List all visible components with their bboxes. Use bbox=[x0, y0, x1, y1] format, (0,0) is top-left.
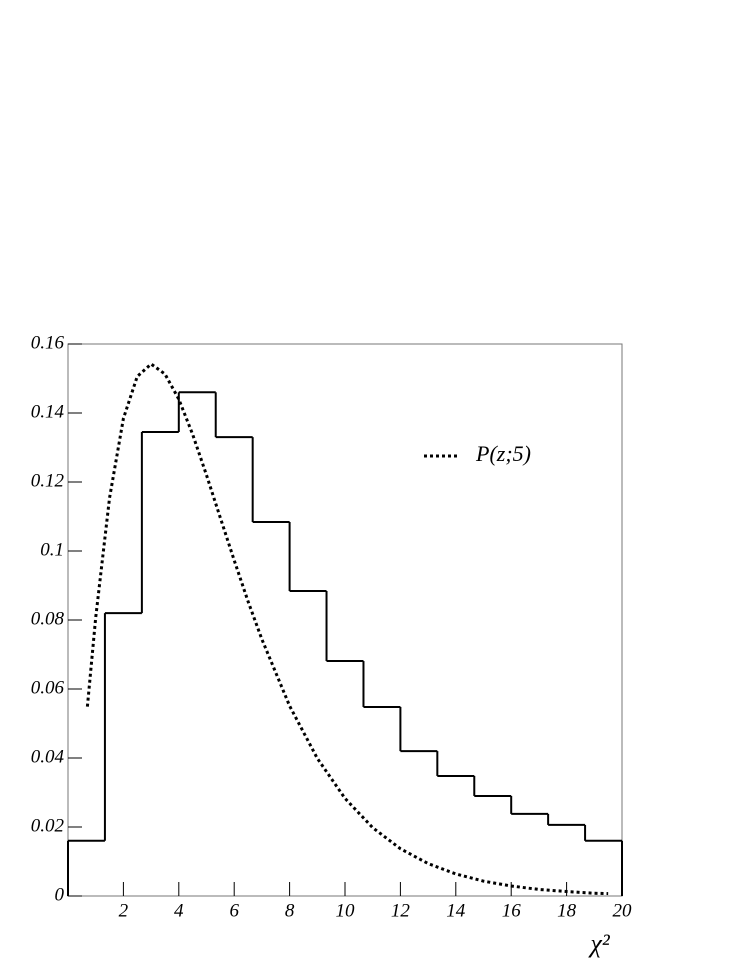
x-tick-label: 14 bbox=[446, 900, 466, 921]
y-tick-label: 0 bbox=[55, 884, 65, 905]
x-axis-label: χ² bbox=[587, 929, 610, 958]
x-tick-label: 16 bbox=[502, 900, 522, 921]
x-tick-label: 8 bbox=[285, 900, 295, 921]
x-tick-label: 20 bbox=[613, 900, 633, 921]
y-tick-label: 0.16 bbox=[31, 332, 65, 353]
x-tick-label: 6 bbox=[229, 900, 239, 921]
y-tick-label: 0.1 bbox=[40, 539, 64, 560]
x-tick-label: 12 bbox=[391, 900, 411, 921]
curve bbox=[85, 362, 609, 896]
x-tick-label: 10 bbox=[336, 900, 356, 921]
x-tick-label: 4 bbox=[174, 900, 184, 921]
y-tick-label: 0.02 bbox=[31, 815, 65, 836]
legend-label: P(z;5) bbox=[475, 441, 531, 466]
y-tick-label: 0.04 bbox=[31, 746, 65, 767]
y-tick-label: 0.06 bbox=[31, 677, 65, 698]
y-tick-label: 0.08 bbox=[31, 608, 65, 629]
x-tick-label: 2 bbox=[119, 900, 129, 921]
y-tick-label: 0.14 bbox=[31, 401, 65, 422]
y-tick-label: 0.12 bbox=[31, 470, 65, 491]
x-tick-label: 18 bbox=[557, 900, 577, 921]
